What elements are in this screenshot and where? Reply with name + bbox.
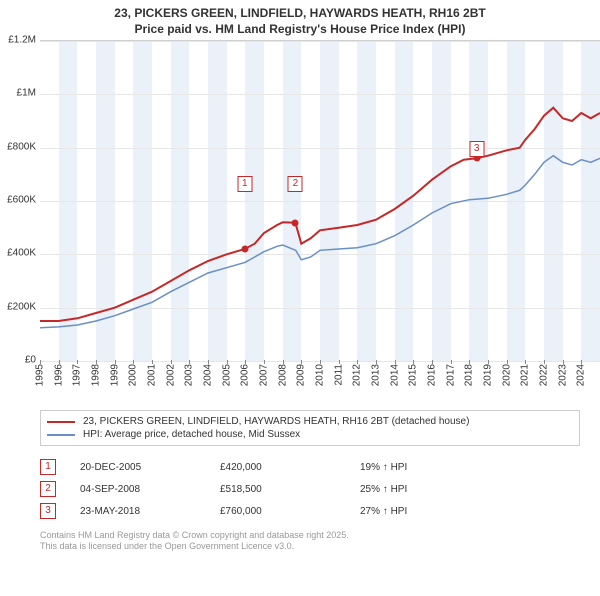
x-axis-label: 2017 <box>445 364 456 386</box>
sale-index-box: 3 <box>40 503 56 519</box>
sale-row: 3 23-MAY-2018 £760,000 27% ↑ HPI <box>40 500 580 522</box>
y-axis-label: £1M <box>17 88 36 99</box>
x-axis-label: 2021 <box>520 364 531 386</box>
legend-swatch <box>47 421 75 423</box>
legend-swatch <box>47 434 75 436</box>
x-axis-label: 2013 <box>371 364 382 386</box>
x-axis-label: 1999 <box>109 364 120 386</box>
sale-index-box: 1 <box>40 459 56 475</box>
x-axis-label: 2016 <box>427 364 438 386</box>
sale-date: 23-MAY-2018 <box>80 506 220 517</box>
y-axis-label: £1.2M <box>8 35 36 46</box>
sale-price: £518,500 <box>220 484 360 495</box>
x-axis-label: 2010 <box>315 364 326 386</box>
y-axis-label: £800K <box>7 141 36 152</box>
y-axis-label: £600K <box>7 195 36 206</box>
attribution: Contains HM Land Registry data © Crown c… <box>40 530 580 553</box>
x-axis-label: 2022 <box>539 364 550 386</box>
sale-row: 1 20-DEC-2005 £420,000 19% ↑ HPI <box>40 456 580 478</box>
x-axis-label: 2007 <box>259 364 270 386</box>
x-axis-label: 2009 <box>296 364 307 386</box>
x-axis-label: 2018 <box>464 364 475 386</box>
x-axis-label: 2014 <box>389 364 400 386</box>
x-axis-label: 1995 <box>35 364 46 386</box>
series-line <box>40 156 600 328</box>
x-axis-label: 2001 <box>147 364 158 386</box>
legend-item-price-paid: 23, PICKERS GREEN, LINDFIELD, HAYWARDS H… <box>47 415 573 428</box>
sale-price: £760,000 <box>220 506 360 517</box>
legend-box: 23, PICKERS GREEN, LINDFIELD, HAYWARDS H… <box>40 410 580 446</box>
sale-vs-hpi: 19% ↑ HPI <box>360 462 500 473</box>
x-axis-label: 2012 <box>352 364 363 386</box>
x-axis-label: 2002 <box>165 364 176 386</box>
legend-label: HPI: Average price, detached house, Mid … <box>83 429 300 440</box>
x-axis-label: 2023 <box>557 364 568 386</box>
x-axis-label: 2024 <box>576 364 587 386</box>
chart-title-line1: 23, PICKERS GREEN, LINDFIELD, HAYWARDS H… <box>0 6 600 20</box>
x-axis-label: 1997 <box>72 364 83 386</box>
plot-area: 1 2 3 <box>40 40 600 360</box>
series-line <box>40 108 600 321</box>
sale-marker-dot <box>241 246 248 253</box>
sale-marker-label: 1 <box>237 176 252 192</box>
sale-row: 2 04-SEP-2008 £518,500 25% ↑ HPI <box>40 478 580 500</box>
chart-lines <box>40 41 600 361</box>
chart-title-line2: Price paid vs. HM Land Registry's House … <box>0 22 600 36</box>
x-axis-label: 2003 <box>184 364 195 386</box>
x-axis-label: 2000 <box>128 364 139 386</box>
x-axis-label: 2005 <box>221 364 232 386</box>
sale-marker-label: 3 <box>469 141 484 157</box>
attribution-line: This data is licensed under the Open Gov… <box>40 541 580 552</box>
y-axis-label: £200K <box>7 301 36 312</box>
x-axis-label: 2004 <box>203 364 214 386</box>
sale-marker-dot <box>292 219 299 226</box>
x-axis-label: 2019 <box>483 364 494 386</box>
sale-marker-label: 2 <box>288 176 303 192</box>
x-axis-label: 1996 <box>53 364 64 386</box>
sale-index-box: 2 <box>40 481 56 497</box>
sale-date: 04-SEP-2008 <box>80 484 220 495</box>
sales-table: 1 20-DEC-2005 £420,000 19% ↑ HPI 2 04-SE… <box>40 456 580 522</box>
x-axis-label: 2020 <box>501 364 512 386</box>
legend-item-hpi: HPI: Average price, detached house, Mid … <box>47 428 573 441</box>
sale-vs-hpi: 27% ↑ HPI <box>360 506 500 517</box>
sale-date: 20-DEC-2005 <box>80 462 220 473</box>
sale-vs-hpi: 25% ↑ HPI <box>360 484 500 495</box>
x-axis-label: 2006 <box>240 364 251 386</box>
y-axis-label: £400K <box>7 248 36 259</box>
x-axis-label: 1998 <box>91 364 102 386</box>
x-axis-label: 2011 <box>333 364 344 386</box>
price-vs-hpi-chart: 123 £0£200K£400K£600K£800K£1M£1.2M199519… <box>40 40 600 400</box>
x-axis-label: 2015 <box>408 364 419 386</box>
sale-price: £420,000 <box>220 462 360 473</box>
x-axis-label: 2008 <box>277 364 288 386</box>
attribution-line: Contains HM Land Registry data © Crown c… <box>40 530 580 541</box>
legend-label: 23, PICKERS GREEN, LINDFIELD, HAYWARDS H… <box>83 416 469 427</box>
